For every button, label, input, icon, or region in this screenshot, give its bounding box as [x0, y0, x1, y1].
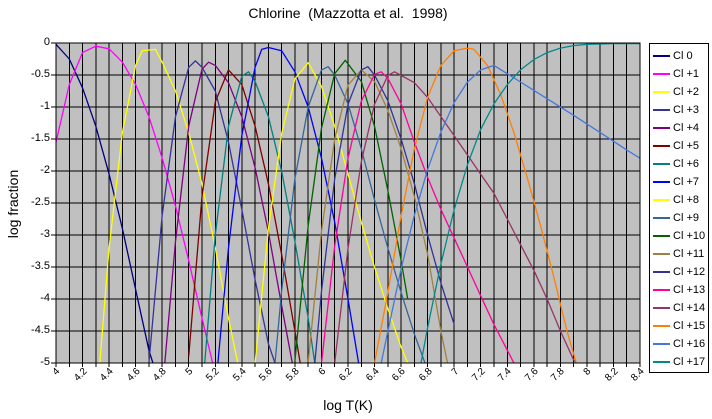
legend-entry: Cl +16 [650, 335, 708, 353]
series-line-cl-0 [55, 43, 154, 364]
legend-label: Cl +10 [673, 230, 706, 242]
legend-label: Cl +14 [673, 302, 706, 314]
chart-title: Chlorine (Mazzotta et al. 1998) [248, 5, 448, 21]
legend-line-swatch [653, 289, 670, 291]
legend-label: Cl +12 [673, 266, 706, 278]
legend-label: Cl +2 [673, 86, 699, 98]
plot-border [55, 42, 641, 364]
legend-line-swatch [653, 145, 670, 147]
legend-label: Cl +5 [673, 140, 699, 152]
legend-label: Cl +8 [673, 194, 699, 206]
legend-label: Cl +15 [673, 320, 706, 332]
legend-entry: Cl +1 [650, 65, 708, 83]
legend: Cl 0 Cl +1 Cl +2 Cl +3 Cl +4 Cl +5 Cl +6 Cl +7 C… [649, 43, 709, 373]
legend-entry: Cl +9 [650, 209, 708, 227]
series-line-cl-16 [380, 64, 641, 364]
legend-entry: Cl +11 [650, 245, 708, 263]
legend-entry: Cl +2 [650, 83, 708, 101]
y-tick-label: -1 [40, 100, 50, 112]
series-line-cl-11 [307, 69, 449, 364]
legend-entry: Cl 0 [650, 47, 708, 65]
series-line-cl-3 [148, 60, 276, 364]
series-line-cl-8 [254, 62, 409, 364]
series-line-cl-1 [55, 45, 214, 364]
series-line-cl-13 [320, 71, 515, 364]
legend-label: Cl +9 [673, 212, 699, 224]
legend-label: Cl +7 [673, 176, 699, 188]
series-line-cl-5 [188, 69, 301, 364]
legend-entry: Cl +7 [650, 173, 708, 191]
legend-line-swatch [653, 307, 670, 309]
y-tick-label: -3 [40, 228, 50, 240]
legend-entry: Cl +5 [650, 137, 708, 155]
legend-entry: Cl +10 [650, 227, 708, 245]
plot-area [51, 42, 641, 367]
legend-line-swatch [653, 91, 670, 93]
legend-label: Cl +1 [673, 68, 699, 80]
legend-label: Cl +4 [673, 122, 699, 134]
legend-line-swatch [653, 181, 670, 183]
y-tick-label: -3.5 [31, 260, 50, 272]
legend-line-swatch [653, 199, 670, 201]
legend-label: Cl +16 [673, 338, 706, 350]
legend-line-swatch [653, 325, 670, 327]
legend-line-swatch [653, 163, 670, 165]
legend-line-swatch [653, 73, 670, 75]
y-tick-label: -4.5 [31, 324, 50, 336]
legend-entry: Cl +3 [650, 101, 708, 119]
legend-entry: Cl +13 [650, 281, 708, 299]
series-line-cl-2 [99, 48, 239, 364]
legend-line-swatch [653, 217, 670, 219]
legend-label: Cl +13 [673, 284, 706, 296]
legend-entry: Cl +17 [650, 353, 708, 371]
legend-line-swatch [653, 343, 670, 345]
legend-line-swatch [653, 361, 670, 363]
series-line-cl-17 [420, 42, 640, 364]
legend-entry: Cl +14 [650, 299, 708, 317]
legend-line-swatch [653, 55, 670, 57]
legend-entry: Cl +8 [650, 191, 708, 209]
legend-line-swatch [653, 127, 670, 129]
y-tick-label: -5 [40, 356, 50, 368]
legend-line-swatch [653, 109, 670, 111]
series-line-cl-7 [217, 46, 360, 364]
series-line-cl-14 [334, 71, 577, 364]
legend-label: Cl 0 [673, 50, 693, 62]
y-tick-label: -1.5 [31, 132, 50, 144]
legend-line-swatch [653, 235, 670, 237]
legend-line-swatch [653, 253, 670, 255]
legend-label: Cl +17 [673, 356, 706, 368]
series-line-cl-15 [373, 47, 577, 364]
series-line-cl-4 [164, 61, 293, 364]
legend-entry: Cl +4 [650, 119, 708, 137]
legend-label: Cl +6 [673, 158, 699, 170]
legend-line-swatch [653, 271, 670, 273]
series-line-cl-9 [274, 66, 426, 364]
series-line-cl-6 [204, 71, 316, 364]
legend-entry: Cl +15 [650, 317, 708, 335]
x-axis-title: log T(K) [323, 397, 373, 413]
y-tick-label: -2 [40, 164, 50, 176]
series-line-cl-10 [294, 59, 409, 362]
legend-label: Cl +3 [673, 104, 699, 116]
legend-label: Cl +11 [673, 248, 705, 260]
y-tick-label: 0 [43, 36, 50, 48]
legend-entry: Cl +6 [650, 155, 708, 173]
y-tick-label: -2.5 [31, 196, 50, 208]
y-tick-label: -0.5 [31, 68, 50, 80]
legend-entry: Cl +12 [650, 263, 708, 281]
y-tick-label: -4 [40, 292, 50, 304]
